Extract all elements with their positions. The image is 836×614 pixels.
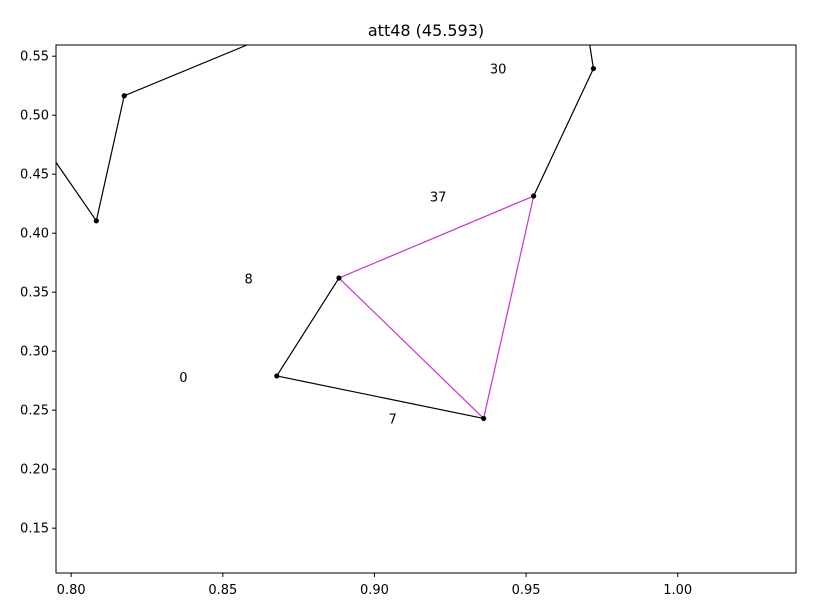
tour-edge — [95, 95, 125, 221]
city-point — [121, 93, 127, 99]
y-tick-label: 0.55 — [20, 50, 49, 65]
tour-edges — [56, 45, 595, 420]
city-point — [481, 415, 487, 422]
y-tick-label: 0.15 — [20, 522, 49, 537]
tour-edge — [56, 162, 97, 222]
node-labels: 30 37 8 0 7 — [179, 63, 506, 428]
y-tick-label: 0.30 — [20, 345, 49, 360]
y-tick-label: 0.45 — [20, 168, 49, 183]
highlight-edge — [483, 195, 535, 419]
node-label: 37 — [430, 191, 447, 206]
city-point — [336, 275, 342, 281]
tour-edge — [589, 45, 595, 69]
y-tick-label: 0.20 — [20, 463, 49, 478]
y-tick-label: 0.50 — [20, 109, 49, 124]
node-label: 8 — [244, 273, 252, 288]
y-tick-label: 0.35 — [20, 286, 49, 301]
city-point — [531, 193, 537, 199]
city-point — [274, 373, 280, 379]
y-axis: 0.15 0.20 0.25 0.30 0.35 0.40 0.45 0.50 0.55 — [20, 50, 56, 537]
highlight-edges — [338, 195, 535, 419]
x-tick-label: 0.85 — [208, 583, 237, 598]
highlight-edge — [338, 277, 485, 419]
node-label: 0 — [179, 371, 187, 386]
tour-edge — [276, 277, 340, 377]
city-point — [590, 65, 597, 72]
node-label: 7 — [388, 413, 396, 428]
tour-edge — [533, 68, 594, 197]
y-tick-label: 0.25 — [20, 404, 49, 419]
x-tick-label: 0.90 — [360, 583, 389, 598]
x-axis: 0.80 0.85 0.90 0.95 1.00 — [57, 573, 692, 598]
x-tick-label: 0.95 — [512, 583, 541, 598]
tour-edge — [276, 375, 484, 420]
highlight-edge — [338, 195, 534, 279]
x-tick-label: 0.80 — [57, 583, 86, 598]
y-tick-label: 0.40 — [20, 227, 49, 242]
tour-edge — [124, 45, 248, 97]
plot-frame — [55, 44, 797, 574]
city-points — [93, 65, 597, 422]
city-point — [93, 218, 99, 224]
plot-area — [56, 45, 597, 422]
node-label: 30 — [490, 63, 507, 78]
x-tick-label: 1.00 — [663, 583, 692, 598]
chart-title: att48 (45.593) — [368, 21, 484, 40]
